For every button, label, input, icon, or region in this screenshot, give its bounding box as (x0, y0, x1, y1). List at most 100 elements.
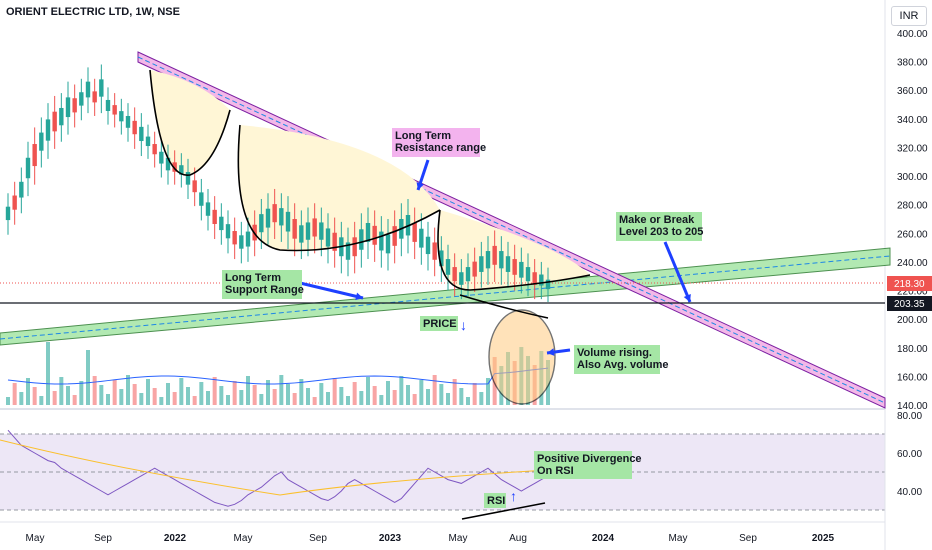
time-tick: 2025 (812, 533, 835, 544)
time-tick: 2024 (592, 533, 615, 544)
volume-bar (86, 350, 90, 405)
price-tick: 280.00 (897, 201, 928, 212)
time-tick: 2022 (164, 533, 187, 544)
candle-body (365, 223, 371, 242)
candle-body (492, 245, 497, 265)
volume-bar (259, 394, 264, 405)
price-tick: 320.00 (897, 143, 928, 154)
volume-bar (406, 385, 410, 405)
candle-body (179, 165, 184, 175)
candle-body (159, 151, 164, 164)
volume-bar (452, 379, 457, 405)
volume-bar (192, 396, 197, 405)
price-tick: 180.00 (897, 344, 928, 355)
price-tick: 260.00 (897, 229, 928, 240)
volume-bar (266, 380, 270, 405)
candle-body (12, 195, 17, 210)
candle-body (385, 234, 391, 254)
candle-body (292, 219, 297, 239)
volume-bar (66, 386, 70, 405)
volume-bar (352, 382, 357, 405)
annotation-volume: Also Avg. volume (577, 359, 668, 371)
candle-body (25, 157, 31, 179)
time-tick: Sep (94, 533, 112, 544)
volume-bar (472, 383, 477, 405)
candle-body (392, 226, 397, 246)
volume-bar (59, 377, 64, 405)
candle-body (532, 272, 537, 285)
last-price-badge (887, 276, 932, 291)
annotation-resistance: Long Term (395, 130, 451, 142)
price-tick: 160.00 (897, 372, 928, 383)
candle-body (52, 111, 57, 132)
price-tick: 300.00 (897, 172, 928, 183)
volume-bar (199, 382, 204, 405)
volume-bar (12, 383, 17, 405)
volume-bar (152, 388, 157, 405)
time-tick: May (234, 533, 253, 544)
candle-body (19, 181, 24, 198)
currency-button[interactable]: INR (891, 6, 927, 26)
volume-bar (412, 394, 417, 405)
candle-body (452, 267, 457, 282)
volume-bar (72, 395, 77, 405)
volume-bar (326, 392, 330, 405)
candle-body (5, 206, 11, 221)
volume-ellipse (488, 309, 556, 405)
candle-body (439, 250, 444, 267)
candle-body (105, 99, 111, 111)
rsi-tick: 60.00 (897, 449, 922, 460)
candle-body (165, 157, 171, 171)
candle-body (32, 144, 37, 167)
time-tick: May (669, 533, 688, 544)
volume-bar (79, 381, 84, 405)
candle-body (445, 259, 451, 275)
time-tick: 2023 (379, 533, 402, 544)
candle-body (85, 81, 91, 98)
volume-bar (39, 396, 44, 405)
annotation-volume: Volume rising. (577, 347, 652, 359)
volume-bar (372, 386, 377, 405)
candle-body (45, 119, 51, 141)
volume-bar (219, 386, 224, 405)
candle-body (185, 172, 191, 185)
annotation-support-bg (222, 270, 302, 299)
candle-body (265, 208, 271, 228)
volume-bar (112, 380, 117, 405)
volume-bar (119, 389, 124, 405)
volume-bar (246, 376, 250, 405)
volume-bar (439, 384, 444, 405)
annotation-support: Support Range (225, 284, 304, 296)
volume-bar (306, 388, 310, 405)
annotation-divergence: On RSI (537, 465, 574, 477)
candle-body (112, 105, 117, 115)
price-tick: 220.00 (897, 287, 928, 298)
candle-body (152, 144, 157, 155)
annotation-make-break: Level 203 to 205 (619, 226, 703, 238)
candle-body (545, 279, 551, 290)
candle-body (219, 216, 224, 231)
candle-body (465, 267, 471, 282)
volume-bar (399, 376, 404, 405)
candle-body (499, 251, 504, 269)
volume-bar (52, 391, 57, 405)
candle-body (425, 236, 431, 255)
support-arrow-head (355, 292, 363, 301)
annotation-volume-bg (574, 345, 660, 374)
last-price-label: 218.30 (894, 279, 925, 290)
volume-bar (346, 396, 350, 405)
volume-bar (232, 381, 237, 405)
candle-body (325, 228, 331, 247)
volume-bar (426, 389, 430, 405)
annotation-make-break: Make or Break (619, 214, 695, 226)
price-down-icon: ↓ (460, 317, 467, 333)
candle-body (512, 259, 517, 275)
candle-body (459, 272, 464, 285)
candle-body (72, 98, 77, 113)
candle-body (99, 79, 104, 97)
candle-body (299, 225, 304, 243)
candle-body (319, 222, 324, 240)
price-trend-arrow (459, 294, 549, 319)
volume-bar (126, 375, 130, 405)
